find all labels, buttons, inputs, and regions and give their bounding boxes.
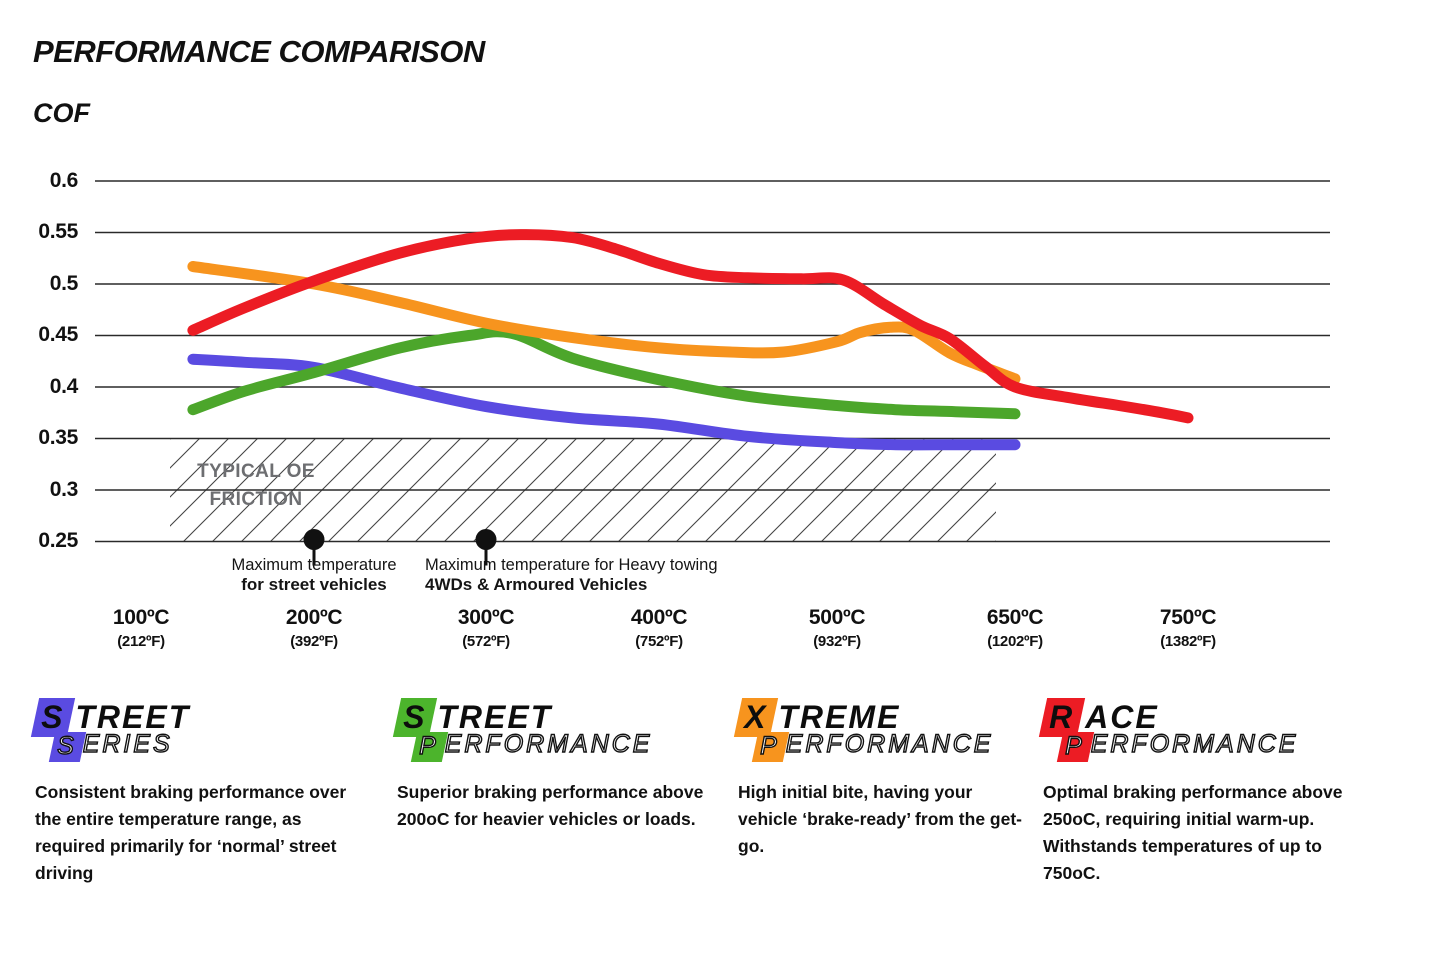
annotation-line2: for street vehicles	[241, 575, 387, 594]
logo-bottom-text: ERFORMANCE	[1090, 730, 1299, 758]
temp-c-label: 500ºC	[808, 606, 866, 629]
oe-friction-label: TYPICAL OE FRICTION	[176, 458, 336, 514]
legend-description: Superior braking performance above 200oC…	[397, 782, 704, 829]
logo-top-text: TREET	[437, 699, 553, 735]
y-tick-label: 0.6	[49, 169, 79, 192]
legend-description: High initial bite, having your vehicle ‘…	[738, 782, 1022, 856]
x-tick-500c: 500ºC (932ºF)	[767, 606, 907, 650]
legend-card-street-performance: S TREET P ERFORMANCE Superior braking pe…	[392, 698, 732, 833]
temp-f-label: (572ºF)	[462, 633, 510, 650]
series-line-race-performance	[187, 229, 1194, 424]
temp-f-label: (212ºF)	[117, 633, 165, 650]
annotation-line2: 4WDs & Armoured Vehicles	[425, 575, 648, 594]
logo-top-row: R ACE	[1038, 698, 1383, 737]
page-title: PERFORMANCE COMPARISON	[33, 34, 485, 69]
y-tick-label: 0.55	[38, 220, 78, 243]
logo-bottom-text: ERFORMANCE	[444, 730, 653, 758]
logo-bottom-row: P ERFORMANCE	[1056, 730, 1383, 762]
temp-f-label: (752ºF)	[635, 633, 683, 650]
logo-bottom-row: P ERFORMANCE	[751, 730, 1023, 762]
y-tick-label: 0.25	[38, 529, 78, 552]
logo-initial-chip: P	[410, 731, 448, 762]
legend-description: Consistent braking performance over the …	[35, 782, 347, 883]
xtreme-performance-logo: X TREME P ERFORMANCE	[733, 698, 1023, 762]
y-tick-label: 0.4	[49, 375, 79, 398]
oe-friction-line1: TYPICAL OE	[197, 461, 315, 482]
y-tick-label: 0.45	[38, 323, 78, 346]
logo-bottom-row: S ERIES	[48, 730, 370, 762]
street-series-logo: S TREET S ERIES	[30, 698, 370, 762]
legend-card-street-series: S TREET S ERIES Consistent braking perfo…	[30, 698, 370, 887]
y-axis-title: COF	[33, 98, 90, 128]
x-tick-400c: 400ºC (752ºF)	[589, 606, 729, 650]
x-tick-100c: 100ºC (212ºF)	[71, 606, 211, 650]
logo-top-row: X TREME	[733, 698, 1023, 737]
logo-initial-chip: P	[751, 731, 789, 762]
annotation-line1: Maximum temperature	[231, 556, 397, 574]
series-line-street-performance	[187, 326, 1021, 420]
logo-bottom-text: ERIES	[82, 730, 173, 758]
y-tick-label: 0.5	[49, 272, 79, 295]
logo-top-text: TREET	[75, 699, 191, 735]
temp-f-label: (932ºF)	[813, 633, 861, 650]
temp-c-label: 300ºC	[457, 606, 515, 629]
legend-card-race-performance: R ACE P ERFORMANCE Optimal braking perfo…	[1038, 698, 1383, 887]
y-tick-label: 0.3	[49, 478, 79, 501]
race-performance-logo: R ACE P ERFORMANCE	[1038, 698, 1383, 762]
legend-card-xtreme-performance: X TREME P ERFORMANCE High initial bite, …	[733, 698, 1023, 860]
temp-c-label: 750ºC	[1159, 606, 1217, 629]
max-temp-towing-annotation: Maximum temperature for Heavy towing 4WD…	[425, 556, 765, 594]
logo-top-row: S TREET	[392, 698, 732, 737]
temp-c-label: 100ºC	[112, 606, 170, 629]
oe-friction-line2: FRICTION	[209, 489, 303, 510]
temp-f-label: (1202ºF)	[987, 633, 1043, 650]
x-tick-200c: 200ºC (392ºF)	[244, 606, 384, 650]
logo-bottom-row: P ERFORMANCE	[410, 730, 732, 762]
logo-top-row: S TREET	[30, 698, 370, 737]
legend-description: Optimal braking performance above 250oC,…	[1043, 782, 1343, 883]
logo-initial-chip: S	[48, 731, 86, 762]
x-tick-650c: 650ºC (1202ºF)	[945, 606, 1085, 650]
x-tick-300c: 300ºC (572ºF)	[416, 606, 556, 650]
marker-dot-street	[303, 529, 325, 550]
temp-f-label: (1382ºF)	[1160, 633, 1216, 650]
temp-c-label: 650ºC	[986, 606, 1044, 629]
x-tick-750c: 750ºC (1382ºF)	[1118, 606, 1258, 650]
max-temp-street-annotation: Maximum temperature for street vehicles	[164, 556, 464, 594]
logo-initial-chip: P	[1056, 731, 1094, 762]
y-tick-label: 0.35	[38, 426, 78, 449]
marker-dot-towing	[475, 529, 497, 550]
series-line-xtreme-performance	[187, 261, 1021, 385]
street-performance-logo: S TREET P ERFORMANCE	[392, 698, 732, 762]
logo-bottom-text: ERFORMANCE	[785, 730, 994, 758]
temp-f-label: (392ºF)	[290, 633, 338, 650]
logo-top-text: ACE	[1085, 699, 1159, 735]
logo-top-text: TREME	[778, 699, 901, 735]
temp-c-label: 400ºC	[630, 606, 688, 629]
temp-c-label: 200ºC	[285, 606, 343, 629]
annotation-line1: Maximum temperature for Heavy towing	[425, 556, 718, 574]
